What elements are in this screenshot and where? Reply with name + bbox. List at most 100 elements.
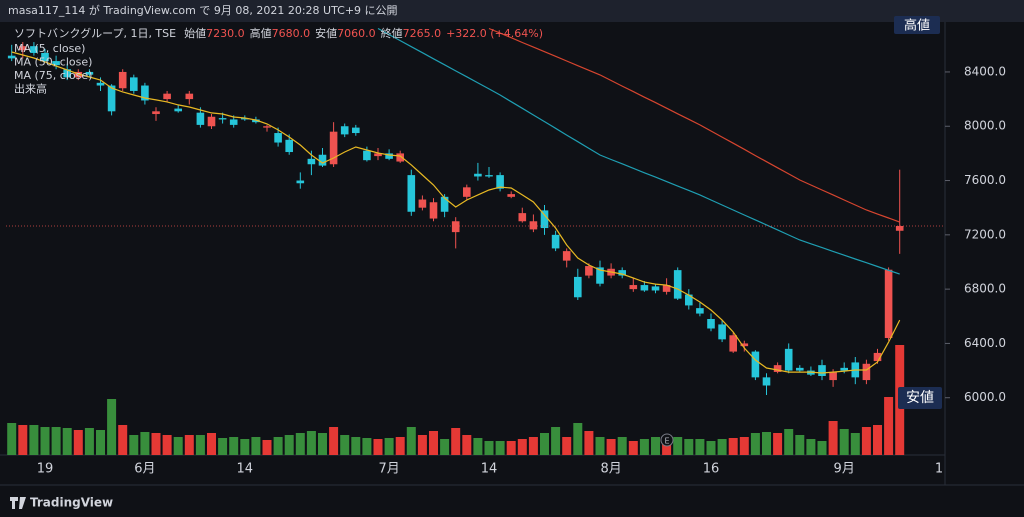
- volume-bar: [384, 438, 394, 455]
- low-marker: 安値: [906, 390, 934, 406]
- candle-body: [673, 270, 682, 299]
- y-tick-label: 8400.0: [964, 64, 1006, 78]
- candle-body: [496, 175, 504, 189]
- ohlc-value: 7680.0: [272, 27, 311, 40]
- volume-bar: [62, 428, 72, 455]
- candle-body: [429, 202, 438, 219]
- y-tick-label: 8000.0: [964, 119, 1006, 133]
- earnings-icon[interactable]: [660, 433, 674, 447]
- y-tick-label: 6000.0: [964, 390, 1006, 404]
- volume-bar: [406, 427, 416, 455]
- volume-bar: [151, 433, 161, 455]
- candle-body: [474, 173, 482, 177]
- volume-bar: [240, 439, 250, 455]
- volume-bar: [884, 397, 894, 455]
- volume-bar: [728, 438, 738, 455]
- volume-bar: [628, 441, 638, 455]
- volume-bar: [651, 437, 660, 455]
- x-tick-label: 16: [703, 462, 720, 477]
- candle-body: [618, 270, 626, 276]
- volume-bar: [817, 441, 827, 455]
- ma-line: [11, 51, 901, 374]
- ma-line: [377, 27, 900, 275]
- volume-bar: [617, 437, 627, 455]
- candle-body: [196, 112, 205, 125]
- volume-bar: [162, 435, 172, 455]
- footer-logo: [10, 497, 26, 509]
- volume-bar: [784, 429, 794, 455]
- candle-body: [241, 118, 249, 120]
- candle-body: [296, 180, 305, 184]
- ohlc-label: 安値: [315, 26, 337, 40]
- candle-body: [651, 286, 660, 291]
- volume-bar: [207, 433, 216, 455]
- volume-bar: [306, 431, 316, 455]
- candle-body: [762, 377, 771, 386]
- candle-body: [285, 139, 293, 153]
- candle-body: [718, 324, 726, 340]
- x-tick-label: 14: [481, 462, 498, 477]
- volume-bar: [562, 437, 572, 455]
- volume-bar: [795, 435, 805, 455]
- y-tick-label: 7200.0: [964, 227, 1006, 241]
- volume-bar: [773, 433, 783, 455]
- candle-body: [174, 108, 182, 112]
- volume-bar: [96, 430, 105, 455]
- symbol: ソフトバンクグループ, 1日, TSE: [14, 26, 176, 40]
- volume-bar: [229, 437, 239, 455]
- candle-body: [96, 82, 105, 86]
- volume-bar: [7, 423, 17, 455]
- volume-bar: [506, 441, 516, 455]
- volume-bar: [417, 435, 427, 455]
- volume-bar: [717, 439, 727, 455]
- ma-line: [488, 27, 900, 223]
- volume-bar: [118, 425, 128, 455]
- volume-bar: [173, 437, 183, 455]
- volume-bar: [29, 425, 39, 455]
- candle-body: [252, 119, 260, 123]
- candle-body: [551, 234, 560, 249]
- volume-bar: [606, 439, 616, 455]
- candle-body: [318, 154, 327, 166]
- volume-bar: [551, 427, 561, 455]
- change: +322.0 (+4.64%): [446, 27, 543, 40]
- candle-body: [130, 77, 138, 91]
- volume-bar: [684, 439, 694, 455]
- volume-bar: [329, 427, 339, 455]
- volume-bar: [40, 427, 50, 455]
- ohlc-value: 7265.0: [403, 27, 442, 40]
- candle-body: [52, 61, 60, 66]
- volume-bar: [739, 437, 749, 455]
- volume-bar: [284, 435, 294, 455]
- volume-bar: [84, 428, 94, 455]
- x-tick-label: 8月: [600, 462, 621, 477]
- volume-bar: [107, 399, 117, 455]
- volume-bar: [861, 427, 871, 455]
- candle-body: [407, 175, 416, 212]
- volume-bar: [251, 437, 261, 455]
- legend-entry: MA (50, close): [14, 56, 92, 69]
- candle-body: [451, 221, 460, 233]
- low-marker-box: [898, 387, 942, 409]
- volume-bar: [839, 429, 849, 455]
- high-marker: 高値: [904, 18, 930, 34]
- candle-body: [518, 213, 527, 222]
- volume-bar: [318, 433, 327, 455]
- header-bar: [0, 0, 1024, 22]
- candle-body: [396, 153, 404, 162]
- volume-bar: [584, 431, 594, 455]
- candle-body: [662, 285, 671, 292]
- ohlc-label: 始値: [184, 26, 206, 40]
- volume-bar: [373, 439, 383, 455]
- candle-body: [152, 111, 160, 115]
- volume-bar: [295, 433, 305, 455]
- time-axis-edge-label: 1: [935, 462, 943, 477]
- volume-bar: [528, 437, 538, 455]
- volume-bar: [73, 430, 83, 455]
- volume-bar: [440, 439, 450, 455]
- candle-body: [19, 46, 27, 51]
- legend-entry: MA (5, close): [14, 42, 85, 55]
- ohlc-value: 7230.0: [206, 27, 245, 40]
- footer-text: TradingView: [30, 496, 113, 510]
- volume-bar: [262, 440, 272, 455]
